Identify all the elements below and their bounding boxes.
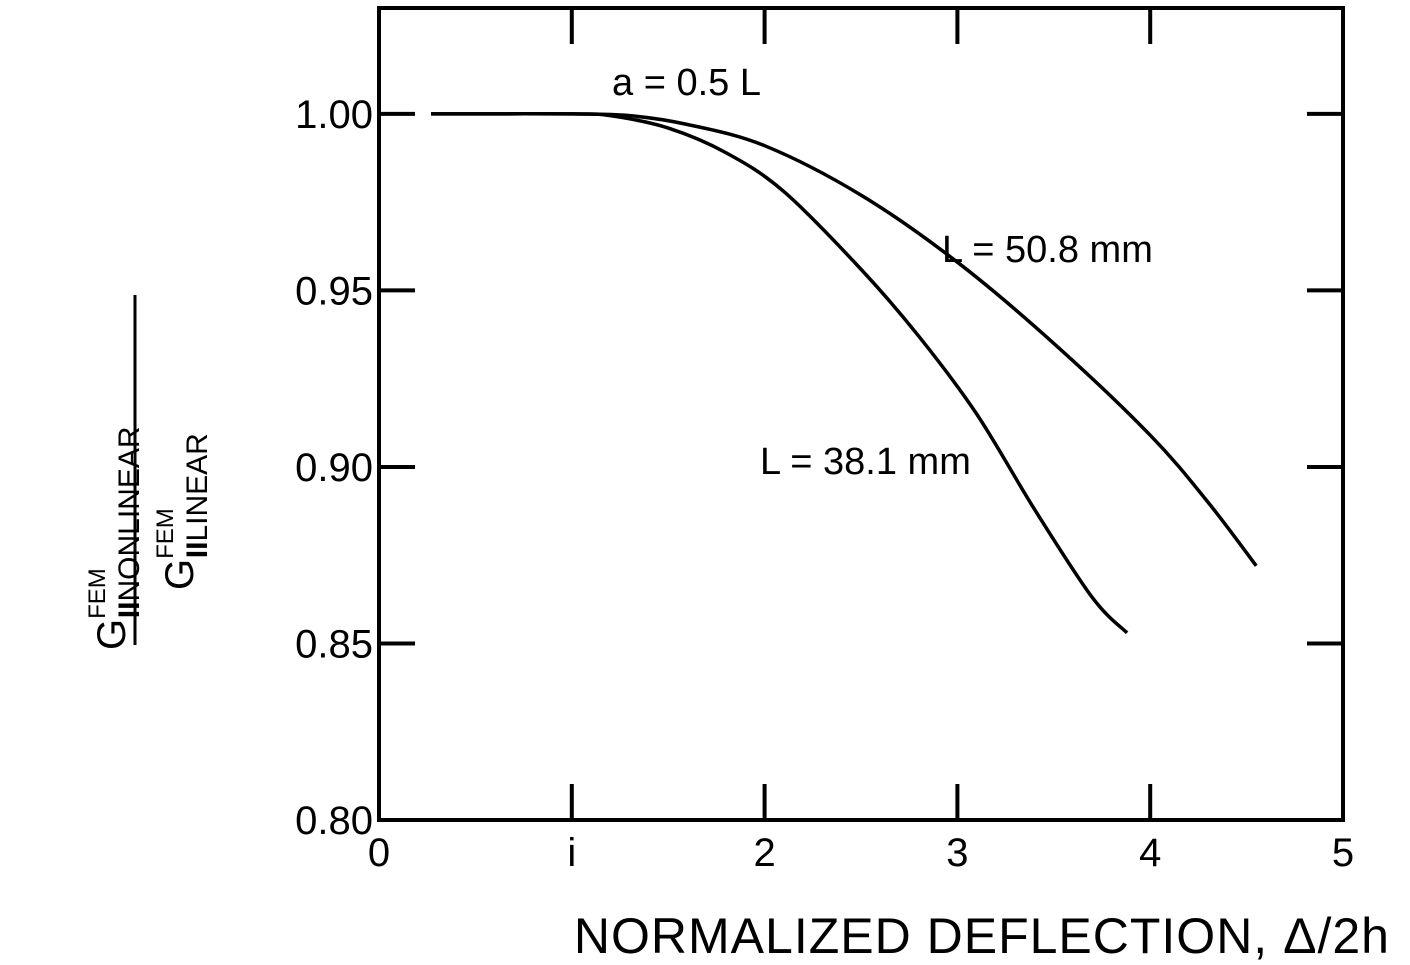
x-tick-label: i — [567, 831, 576, 875]
annotation-a: a = 0.5 L — [612, 62, 761, 104]
series-group — [431, 112, 1258, 635]
y-tick-label: 0.95 — [295, 269, 373, 313]
x-tick-label: 4 — [1139, 831, 1161, 875]
plot-frame — [377, 6, 1345, 822]
x-tick-label: 3 — [946, 831, 968, 875]
x-tick-label: 2 — [753, 831, 775, 875]
svg-text:GFEMIILINEAR: GFEMIILINEAR — [152, 433, 214, 590]
y-tick-label: 0.90 — [295, 446, 373, 490]
x-tick-label: 0 — [368, 831, 390, 875]
y-axis-label: GFEMIINONLINEAR GFEMIILINEAR — [84, 295, 214, 650]
y-label-numerator: GFEMIINONLINEAR — [84, 426, 146, 650]
y-tick-label: 0.80 — [295, 799, 373, 843]
series-label-50-8: L = 50.8 mm — [942, 229, 1153, 271]
y-label-denominator: GFEMIILINEAR — [152, 433, 214, 590]
x-axis-ticks: 0 i 2 3 4 5 — [368, 8, 1354, 875]
svg-text:GFEMIINONLINEAR: GFEMIINONLINEAR — [84, 426, 146, 650]
y-axis-ticks: 0.80 0.85 0.90 0.95 1.00 — [295, 93, 1343, 843]
x-axis-label: NORMALIZED DEFLECTION, Δ/2h — [574, 908, 1390, 964]
series-label-38-1: L = 38.1 mm — [760, 441, 971, 483]
x-tick-label: 5 — [1332, 831, 1354, 875]
series-line-l-50-8mm — [431, 112, 1258, 567]
series-line-l-38-1mm — [431, 112, 1129, 635]
y-tick-label: 1.00 — [295, 93, 373, 137]
y-tick-label: 0.85 — [295, 622, 373, 666]
